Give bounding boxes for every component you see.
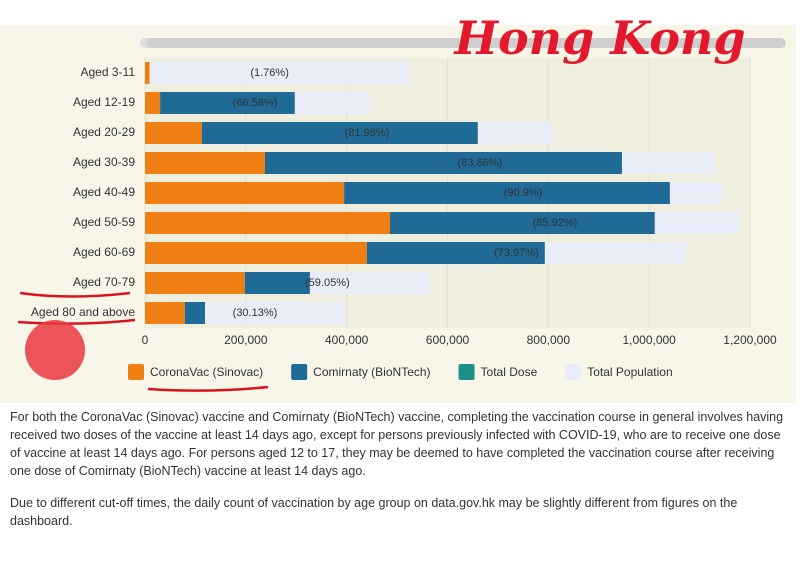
y-tick-label: Aged 20-29 [73, 125, 135, 139]
bar-segment [145, 302, 185, 324]
x-tick-label: 1,200,000 [723, 333, 777, 347]
bar-segment [145, 152, 265, 174]
y-tick-label: Aged 70-79 [73, 275, 135, 289]
x-tick-label: 600,000 [426, 333, 470, 347]
underline [147, 385, 269, 392]
y-tick-label: Aged 3-11 [81, 65, 136, 79]
x-tick-label: 200,000 [224, 333, 268, 347]
underline [19, 291, 131, 298]
percent-label: (85.92%) [533, 217, 578, 229]
bar-segment [184, 302, 205, 324]
note: For both the CoronaVac (Sinovac) vaccine… [10, 410, 784, 478]
percent-label: (90.9%) [504, 187, 543, 199]
percent-label: (1.76%) [250, 67, 289, 79]
percent-label: (81.98%) [345, 127, 390, 139]
bar-segment [145, 62, 150, 84]
percent-label: (66.58%) [233, 97, 278, 109]
percent-label: (83.86%) [458, 157, 503, 169]
bar-segment [366, 242, 545, 264]
plot: 0 200,000 400,000 600,000 800,000 1,000,000 1,… [31, 58, 777, 380]
underline [17, 318, 136, 325]
x-tick-label: 400,000 [325, 333, 369, 347]
y-tick-label: Aged 30-39 [73, 155, 135, 169]
legend-label: Total Dose [481, 365, 538, 379]
percent-label: (73.97%) [494, 247, 539, 259]
bar-segment [201, 122, 478, 144]
legend-swatch [458, 364, 475, 380]
y-tick-label: Aged 80 and above [31, 305, 135, 319]
y-tick-label: Aged 40-49 [73, 185, 135, 199]
population-bar [145, 62, 410, 84]
scrollbar-thumb[interactable] [146, 38, 786, 48]
x-tick-label: 800,000 [527, 333, 571, 347]
bar-segment [145, 212, 391, 234]
bar-segment [145, 122, 202, 144]
chart: 0 200,000 400,000 600,000 800,000 1,000,000 1,… [0, 11, 796, 403]
bar-segment [145, 92, 161, 114]
x-tick-label: 1,000,000 [622, 333, 676, 347]
percent-label: (59.05%) [305, 277, 350, 289]
handwritten-title: Hong Kong [452, 11, 745, 65]
notes: For both the CoronaVac (Sinovac) vaccine… [10, 408, 788, 544]
legend-label: Comirnaty (BioNTech) [313, 365, 430, 379]
percent-label: (30.13%) [233, 307, 278, 319]
legend-swatch [128, 364, 144, 380]
bar-segment [390, 212, 655, 234]
legend-label: Total Population [587, 365, 672, 379]
bar-segment [264, 152, 622, 174]
bar-segment [244, 272, 310, 294]
y-tick-label: Aged 50-59 [73, 215, 135, 229]
highlight-circle [25, 320, 85, 380]
bar-segment [145, 182, 345, 204]
x-tick-label: 0 [142, 333, 149, 347]
note: Due to different cut-off times, the dail… [10, 496, 738, 528]
legend-swatch [565, 364, 582, 380]
y-tick-label: Aged 60-69 [73, 245, 135, 259]
bar-segment [145, 242, 367, 264]
legend-label: CoronaVac (Sinovac) [150, 365, 263, 379]
legend-swatch [291, 364, 308, 380]
bar-segment [160, 92, 295, 114]
y-tick-label: Aged 12-19 [73, 95, 135, 109]
bar-segment [145, 272, 245, 294]
bar-segment [344, 182, 670, 204]
